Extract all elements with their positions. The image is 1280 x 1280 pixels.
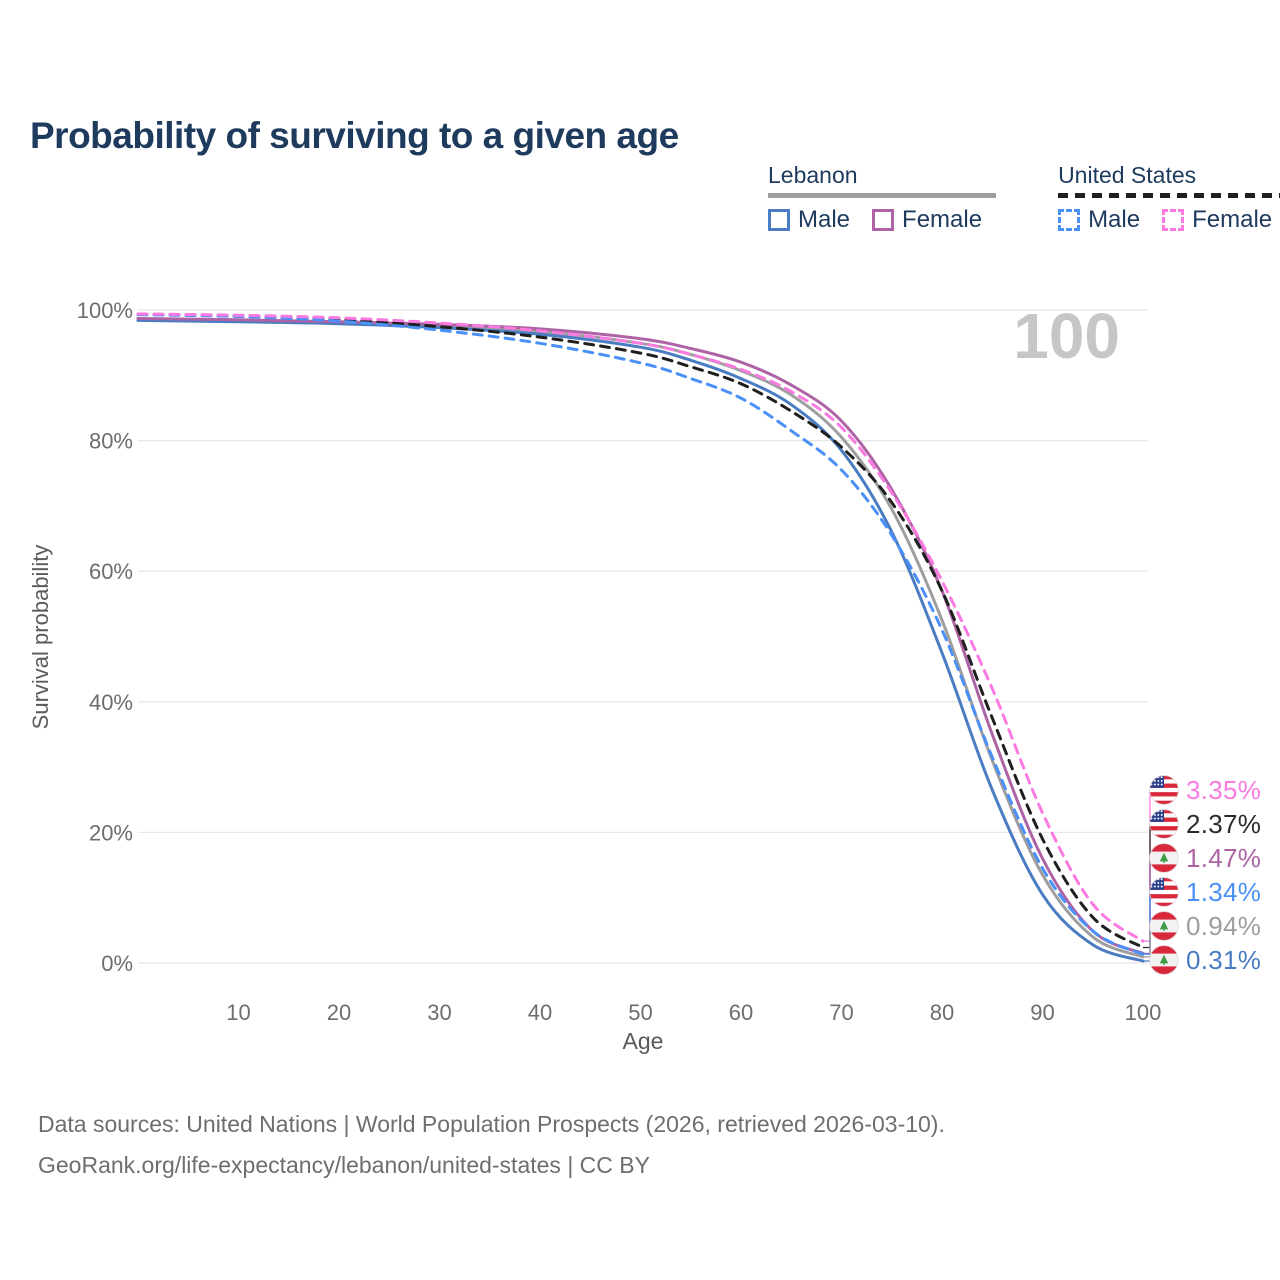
y-tick-label: 40% bbox=[89, 690, 133, 715]
us-male-swatch[interactable] bbox=[1058, 209, 1081, 231]
footer: Data sources: United Nations | World Pop… bbox=[38, 1104, 945, 1186]
us-flag-icon bbox=[1149, 775, 1179, 805]
y-tick-label: 80% bbox=[89, 429, 133, 454]
legend: Lebanon Male Female United States Male F… bbox=[768, 162, 1280, 234]
x-tick-label: 80 bbox=[930, 1000, 954, 1025]
x-tick-label: 90 bbox=[1030, 1000, 1054, 1025]
legend-group-lebanon: Lebanon Male Female bbox=[768, 162, 997, 234]
lebanon-flag-icon bbox=[1149, 843, 1179, 873]
legend-label-us-female[interactable]: Female bbox=[1192, 206, 1273, 233]
x-tick-label: 30 bbox=[427, 1000, 451, 1025]
legend-label-us-male[interactable]: Male bbox=[1088, 206, 1141, 233]
lebanon-total-line-swatch bbox=[768, 193, 997, 198]
lebanon-flag-icon bbox=[1149, 911, 1179, 941]
age-watermark: 100 bbox=[1013, 300, 1120, 372]
legend-title-united-states[interactable]: United States bbox=[1058, 162, 1197, 188]
x-tick-label: 50 bbox=[628, 1000, 652, 1025]
us-flag-icon bbox=[1149, 809, 1179, 839]
y-tick-label: 60% bbox=[89, 559, 133, 584]
end-label-value: 0.94% bbox=[1186, 910, 1262, 941]
x-tick-label: 100 bbox=[1125, 1000, 1162, 1025]
us-female-swatch[interactable] bbox=[1162, 209, 1185, 231]
end-label-united-states-male: 1.34% bbox=[1149, 875, 1261, 909]
legend-label-lebanon-male[interactable]: Male bbox=[798, 206, 851, 233]
y-tick-label: 20% bbox=[89, 820, 133, 845]
lebanon-flag-icon bbox=[1149, 945, 1179, 975]
y-tick-label: 100% bbox=[77, 298, 133, 323]
lebanon-female-swatch[interactable] bbox=[872, 209, 895, 231]
x-tick-label: 70 bbox=[829, 1000, 853, 1025]
us-total-line-swatch bbox=[1058, 193, 1280, 198]
y-axis-title: Survival probability bbox=[28, 545, 53, 730]
x-axis-title: Age bbox=[623, 1028, 664, 1054]
series-line-united-states-male[interactable] bbox=[136, 313, 1145, 956]
end-label-value: 1.47% bbox=[1186, 842, 1262, 873]
end-label-lebanon-male: 0.31% bbox=[1149, 943, 1261, 977]
footer-data-sources: Data sources: United Nations | World Pop… bbox=[38, 1111, 945, 1137]
x-tick-label: 10 bbox=[226, 1000, 250, 1025]
end-label-value: 0.31% bbox=[1186, 944, 1262, 975]
end-label-lebanon-both-sexes: 0.94% bbox=[1149, 909, 1261, 943]
x-tick-label: 40 bbox=[528, 1000, 552, 1025]
end-label-value: 3.35% bbox=[1186, 774, 1262, 805]
y-tick-label: 0% bbox=[101, 951, 133, 976]
series-line-lebanon-male[interactable] bbox=[136, 318, 1145, 963]
end-label-united-states-both-sexes: 2.37% bbox=[1149, 807, 1261, 841]
end-label-value: 1.34% bbox=[1186, 876, 1262, 907]
legend-group-united-states: United States Male Female bbox=[1058, 162, 1280, 234]
series-line-lebanon-both-sexes[interactable] bbox=[136, 317, 1145, 959]
legend-title-lebanon[interactable]: Lebanon bbox=[768, 162, 858, 188]
end-label-value: 2.37% bbox=[1186, 808, 1262, 839]
x-tick-label: 20 bbox=[327, 1000, 351, 1025]
series-line-united-states-both-sexes[interactable] bbox=[136, 312, 1145, 949]
footer-attribution[interactable]: GeoRank.org/life-expectancy/lebanon/unit… bbox=[38, 1152, 650, 1178]
end-label-lebanon-female: 1.47% bbox=[1149, 841, 1261, 875]
end-label-united-states-female: 3.35% bbox=[1149, 773, 1261, 807]
us-flag-icon bbox=[1149, 877, 1179, 907]
x-tick-label: 60 bbox=[729, 1000, 753, 1025]
page-title: Probability of surviving to a given age bbox=[30, 114, 679, 156]
series-line-united-states-female[interactable] bbox=[136, 312, 1145, 943]
series-line-lebanon-female[interactable] bbox=[136, 317, 1145, 955]
legend-label-lebanon-female[interactable]: Female bbox=[902, 206, 983, 233]
lebanon-male-swatch[interactable] bbox=[768, 209, 790, 231]
